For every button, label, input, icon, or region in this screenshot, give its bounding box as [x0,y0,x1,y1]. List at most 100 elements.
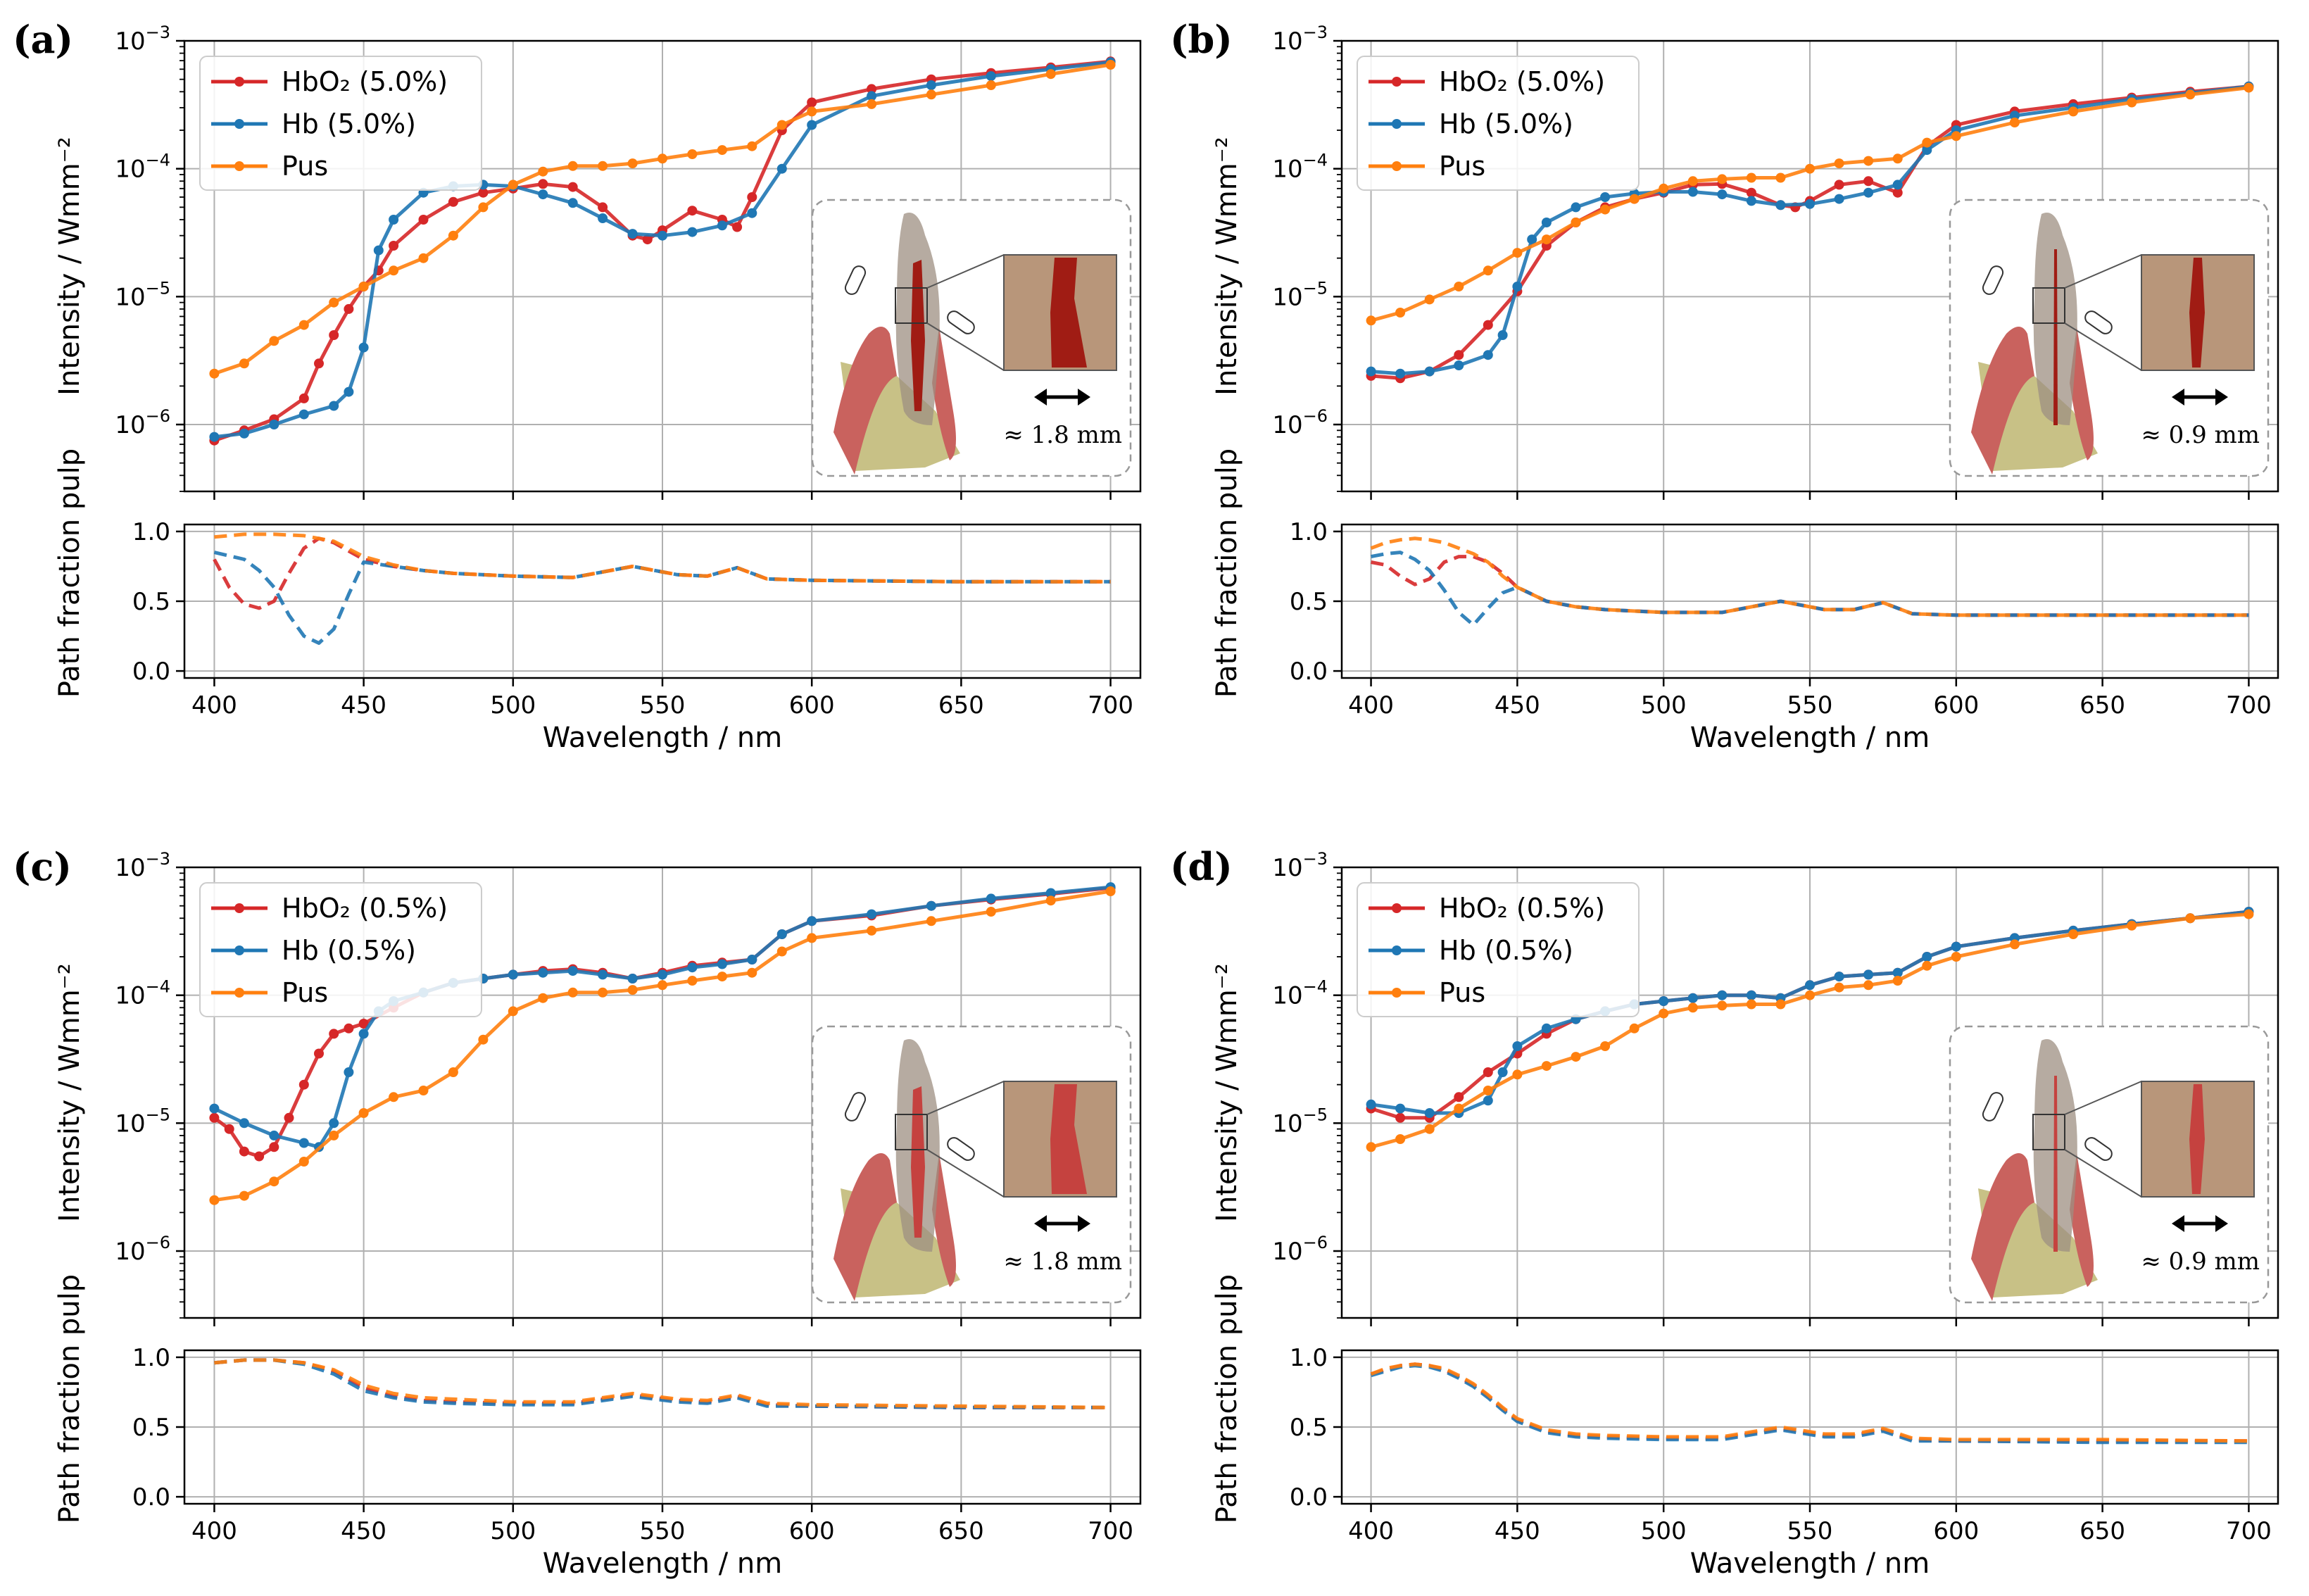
series-2-point [1892,976,1903,986]
series-1-point [1045,888,1056,898]
series-2-point [2068,929,2079,939]
series-2-point [1395,308,1406,318]
fraction-series-1-line [213,551,1111,645]
x-axis-title: Wavelength / nm [1690,1547,1930,1580]
path-fraction-plot: 0.0 0.5 1.0 400 450 500 550 600 650 700 Wavelength… [1211,1274,2279,1580]
series-0-point [1454,350,1464,360]
ytick-label: 10−3 [1272,849,1328,882]
probe-right [2084,310,2113,334]
pulp-shape [911,260,925,411]
series-2-point [1863,156,1874,166]
series-2-point [1922,960,1932,971]
series-1-point [1805,199,1815,209]
series-2-point [1454,1103,1464,1114]
xtick-label: 700 [1088,1517,1133,1545]
legend-marker [1392,119,1402,129]
fraction-series-2-line [214,532,1111,584]
series-0-point [209,1112,220,1123]
series-1-point [538,967,548,978]
ytick-label: 10−4 [1272,151,1328,184]
series-2-point [1629,194,1640,204]
series-1-point [1892,967,1903,978]
series-2-point [1717,1000,1728,1011]
zoom-marker [895,287,928,324]
ytick-exponent: −6 [1303,1233,1328,1252]
legend-marker [1392,945,1402,955]
series-1-point [1497,330,1508,340]
series-2-point [1366,1142,1376,1152]
series-0-point [224,1124,234,1134]
series-2-point [2068,106,2079,117]
series-1-point [1571,202,1581,213]
series-1-point [1497,1067,1508,1077]
ytick-exponent: −4 [146,977,170,997]
fraction-series-2-line [214,1358,1111,1409]
legend-label: Hb (5.0%) [282,108,416,139]
series-2-line [1370,86,2249,322]
ytick-label: 1.0 [132,518,170,546]
ytick-label: 10−6 [1272,1233,1328,1266]
fraction-series-2-line [1370,536,2249,617]
series-2-point [538,993,548,1003]
zoom-line-top [2064,254,2142,289]
ytick-label: 10−4 [115,977,170,1010]
series-1-point [1659,996,1669,1006]
probe-left [1982,1092,2004,1121]
series-1-point [1395,368,1406,379]
legend-frame [199,56,482,191]
series-2-point [269,1176,279,1187]
ytick-base: 10 [1272,1110,1302,1138]
series-2-point [1395,1134,1406,1144]
ytick-exponent: −6 [1303,406,1328,426]
series-1-point [867,909,877,919]
series-2-point [1424,294,1435,305]
xtick-label: 700 [2226,1517,2272,1545]
series-2-point [567,161,578,171]
legend-frame [1357,56,1640,191]
series-0-point [1483,320,1493,330]
series-2-point [209,1195,220,1205]
series-1-point [1512,282,1523,291]
series-2-point [1483,265,1493,276]
series-2-point [329,297,339,308]
ytick-label: 10−6 [1272,406,1328,439]
ytick-label: 10−5 [1272,1105,1328,1138]
legend-frame [1357,882,1640,1017]
scale-arrow-right [1078,389,1090,406]
ytick-exponent: −5 [146,1105,170,1124]
series-2-point [1454,282,1464,291]
probe-left [844,265,867,295]
series-2-point [1659,183,1669,194]
zoom-line-bottom [926,1149,1005,1198]
series-2-point [867,925,877,936]
series-2-point [358,1108,369,1118]
series-1-point [1424,366,1435,377]
series-2-point [1600,204,1611,215]
series-0-point [314,358,324,369]
ytick-exponent: −3 [146,23,170,42]
zoom-pulp [1050,258,1087,367]
series-2-point [358,282,369,291]
fraction-series-2-line [1370,1362,2249,1443]
xtick-label: 650 [2080,691,2125,720]
series-2-point [2244,82,2254,93]
zoom-line-bottom [2064,322,2142,371]
series-1-point [1512,1041,1523,1051]
xtick-label: 600 [1933,1517,1979,1545]
series-1-point [1366,1099,1376,1110]
series-2-point [418,253,429,263]
xtick-label: 550 [1787,691,1833,720]
ytick-label: 10−5 [115,278,170,311]
series-1-point [926,80,936,90]
series-2-point [389,1092,399,1102]
legend-marker [234,903,244,913]
series-1-point [1541,1023,1552,1033]
series-1-point [867,91,877,101]
series-2-point [1775,172,1786,183]
ytick-exponent: −5 [1303,278,1328,298]
series-1-point [627,974,638,984]
legend-frame [199,882,482,1017]
ytick-exponent: −3 [1303,23,1328,42]
